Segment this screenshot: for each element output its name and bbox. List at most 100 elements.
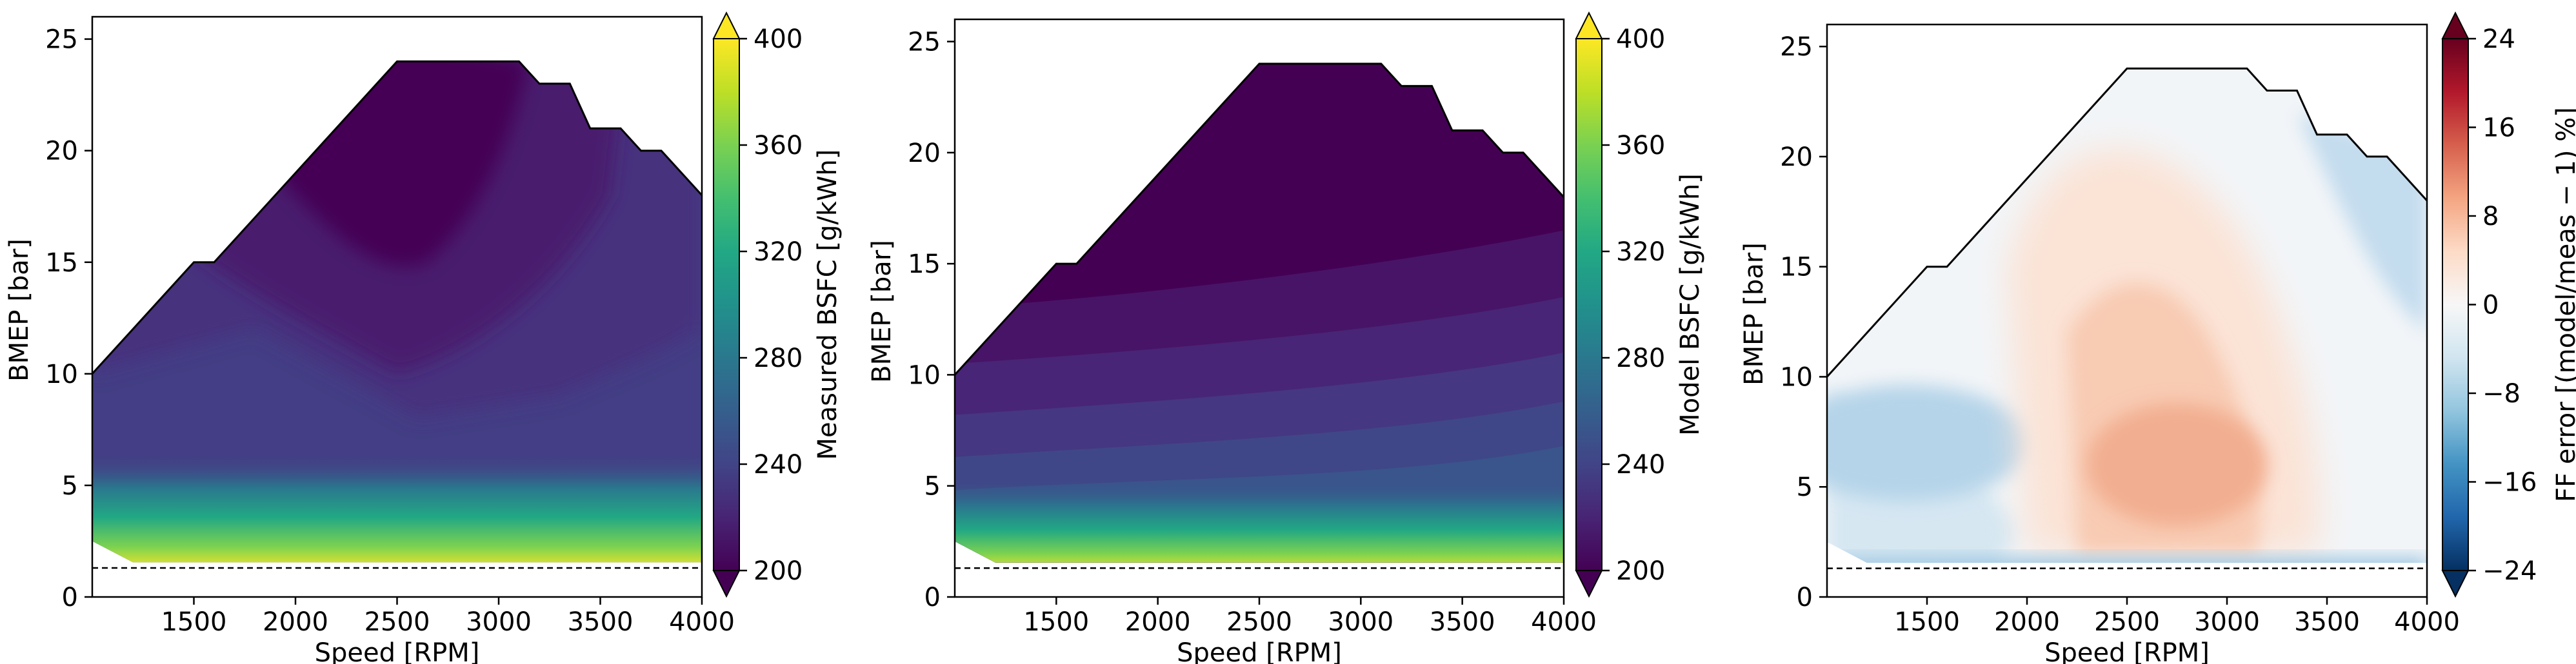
operating-boundary-line	[954, 63, 1565, 376]
bsfc-low-load-gradient	[92, 452, 702, 563]
colorbar-tick-label: 240	[754, 450, 803, 480]
y-tick-label: 15	[1780, 253, 1813, 282]
x-tick-label: 3500	[568, 607, 634, 637]
y-tick-label: 15	[45, 248, 78, 278]
y-tick-label: 0	[924, 583, 941, 612]
x-tick-label: 3000	[1328, 607, 1393, 637]
y-tick-label: 15	[908, 249, 941, 279]
colorbar-tick-label: 240	[1616, 450, 1665, 480]
x-axis-ticks: 1500 2000 2500 3000 3500 4000	[1894, 597, 2460, 637]
colorbar-label: Measured BSFC [g/kWh]	[813, 149, 843, 460]
y-tick-label: 25	[1780, 32, 1813, 62]
y-tick-label: 0	[62, 583, 78, 612]
x-axis-ticks: 1500 2000 2500 3000 3500 4000	[161, 597, 735, 637]
colorbar-tick-label: 400	[754, 24, 803, 54]
error-region-low-load	[1827, 557, 2427, 563]
colorbar-frame	[713, 38, 740, 571]
colorbar-tick-label: 8	[2482, 202, 2499, 231]
x-tick-label: 3000	[466, 607, 532, 637]
x-tick-label: 1500	[161, 607, 227, 637]
x-tick-label: 2500	[2094, 607, 2160, 637]
colorbar-tick-label: 200	[754, 556, 803, 586]
colorbar-tick-label: 280	[1616, 344, 1665, 373]
x-tick-label: 4000	[2394, 607, 2460, 637]
panel-model-bsfc: 1500 2000 2500 3000 3500 4000 0 5 10 15 20 25 Spee…	[867, 11, 1705, 664]
colorbar-label: FF error [(model/meas − 1) %]	[2551, 107, 2576, 502]
x-tick-label: 2000	[263, 607, 328, 637]
bsfc-contour-fill	[955, 63, 1564, 563]
y-axis-ticks: 0 5 10 15 20 25	[908, 27, 955, 612]
bsfc-contour-fill	[92, 61, 702, 563]
colorbar-extend-min	[2441, 570, 2470, 598]
colorbar-tick-label: 400	[1616, 24, 1665, 54]
x-tick-label: 2000	[1125, 607, 1191, 637]
colorbar-tick-label: 280	[754, 344, 803, 373]
y-tick-label: 25	[45, 25, 78, 55]
colorbar-gradient	[2442, 39, 2468, 571]
y-tick-label: 10	[908, 360, 941, 390]
colorbar-extend-min	[1575, 570, 1603, 598]
colorbar-tick-label: 200	[1616, 556, 1665, 586]
y-tick-label: 5	[62, 471, 78, 501]
x-tick-label: 4000	[669, 607, 735, 637]
colorbar-frame	[1575, 38, 1603, 571]
x-tick-label: 3500	[2294, 607, 2360, 637]
colorbar-tick-label: 24	[2482, 24, 2515, 54]
y-tick-label: 5	[924, 472, 941, 502]
x-tick-label: 2500	[1226, 607, 1292, 637]
y-axis-ticks: 0 5 10 15 20 25	[1780, 32, 1827, 612]
bsfc-low-load-gradient	[955, 481, 1564, 563]
colorbar-tick-label: 320	[1616, 237, 1665, 267]
colorbar-tick-label: 16	[2482, 113, 2515, 143]
x-tick-label: 2000	[1994, 607, 2060, 637]
operating-boundary-line	[91, 60, 703, 375]
colorbar-gradient	[1576, 39, 1602, 571]
y-tick-label: 20	[908, 139, 941, 168]
x-axis-label: Speed [RPM]	[2044, 638, 2210, 664]
y-axis-ticks: 0 5 10 15 20 25	[45, 25, 92, 612]
x-tick-label: 1500	[1894, 607, 1960, 637]
y-tick-label: 20	[45, 137, 78, 166]
error-region-negative-core	[1827, 384, 2030, 501]
y-tick-label: 20	[1780, 142, 1813, 172]
error-contour-fill	[1827, 68, 2427, 563]
y-axis-label: BMEP [bar]	[1739, 242, 1769, 386]
colorbar: 200 240 280 320 360 400	[712, 11, 803, 598]
colorbar-label: Model BSFC [g/kWh]	[1675, 173, 1705, 436]
colorbar: 200 240 280 320 360 400	[1575, 11, 1665, 598]
y-tick-label: 10	[45, 360, 78, 389]
x-axis-label: Speed [RPM]	[315, 638, 480, 664]
colorbar-extend-min	[712, 570, 741, 598]
y-tick-label: 0	[1797, 583, 1813, 612]
colorbar: −24 −16 −8 0 8 16 24	[2441, 11, 2537, 598]
y-axis-label: BMEP [bar]	[5, 239, 34, 382]
x-tick-label: 1500	[1023, 607, 1089, 637]
colorbar-tick-label: 320	[754, 237, 803, 267]
colorbar-tick-label: 0	[2482, 291, 2499, 320]
x-tick-label: 4000	[1531, 607, 1597, 637]
colorbar-tick-label: −24	[2482, 556, 2537, 586]
colorbar-extend-max	[712, 11, 741, 39]
x-axis-label: Speed [RPM]	[1177, 638, 1342, 664]
y-tick-label: 10	[1780, 362, 1813, 392]
error-region-negative-highspeed	[2297, 112, 2427, 333]
colorbar-extend-max	[1575, 11, 1603, 39]
colorbar-tick-label: 360	[754, 131, 803, 161]
y-axis-label: BMEP [bar]	[867, 240, 897, 383]
panel-measured-bsfc: 1500 2000 2500 3000 3500 4000 0 5 10 15 20 25 Spee…	[5, 11, 843, 664]
colorbar-tick-label: 360	[1616, 131, 1665, 161]
x-tick-label: 3000	[2194, 607, 2260, 637]
colorbar-gradient	[714, 39, 739, 571]
y-tick-label: 25	[908, 27, 941, 57]
x-tick-label: 2500	[364, 607, 430, 637]
colorbar-tick-label: −8	[2482, 379, 2521, 409]
error-region-positive-core	[2086, 404, 2268, 527]
y-tick-label: 5	[1797, 473, 1813, 502]
colorbar-extend-max	[2441, 11, 2470, 39]
x-tick-label: 3500	[1430, 607, 1495, 637]
panel-ff-error: 1500 2000 2500 3000 3500 4000 0 5 10 15 20 25 Spee…	[1739, 11, 2576, 664]
operating-boundary-line	[1826, 67, 2428, 378]
colorbar-tick-label: −16	[2482, 468, 2537, 498]
x-axis-ticks: 1500 2000 2500 3000 3500 4000	[1023, 597, 1597, 637]
